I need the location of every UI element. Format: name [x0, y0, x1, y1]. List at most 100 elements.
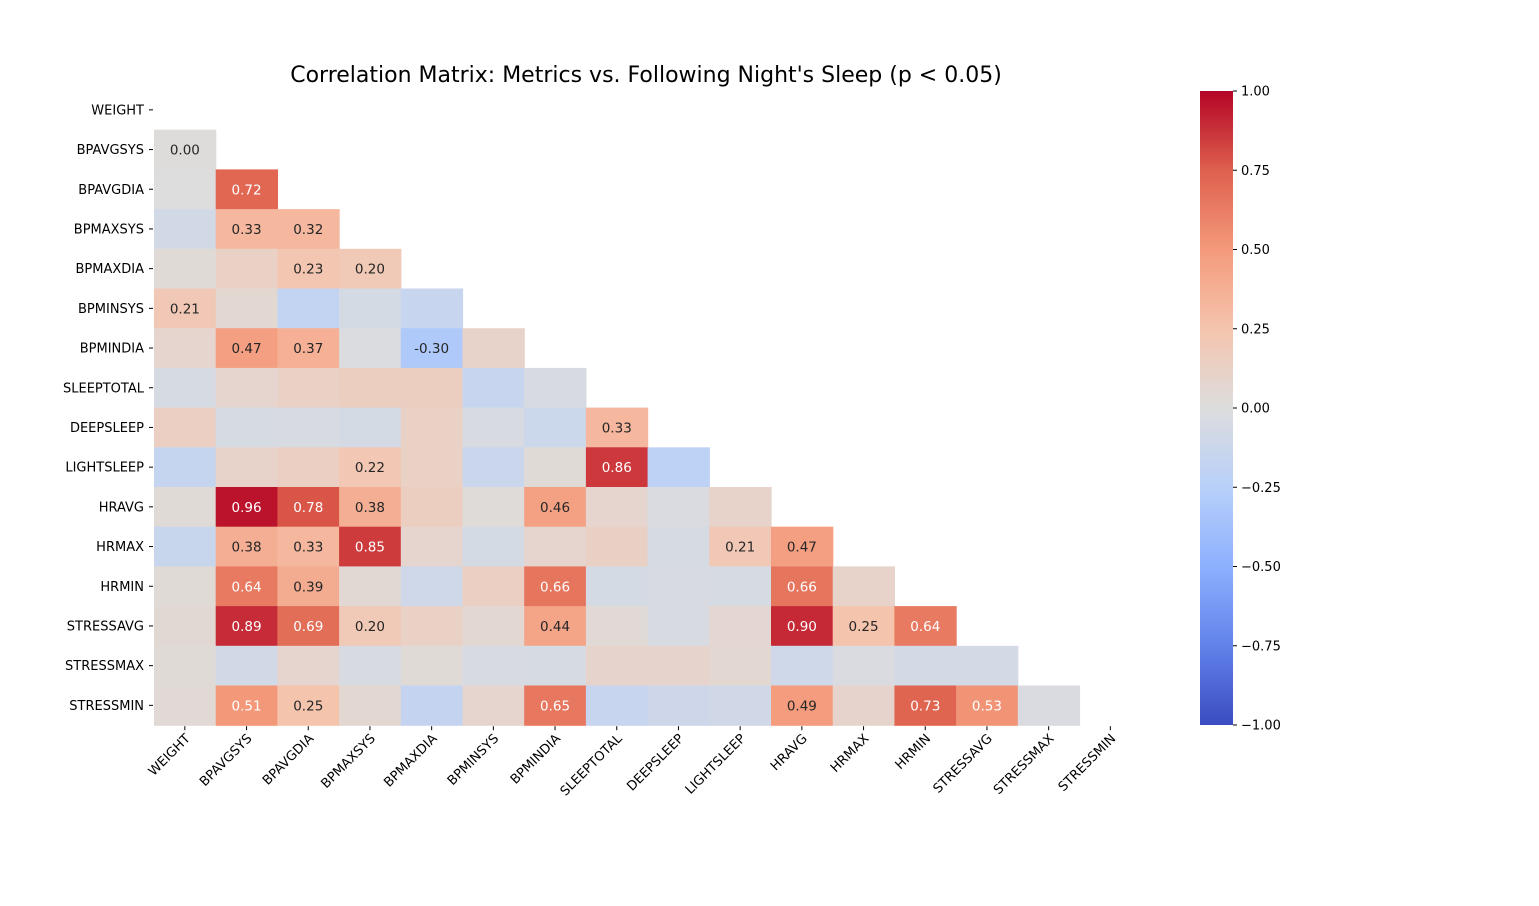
heatmap-cell — [647, 526, 710, 567]
colorbar-tick-label: −0.25 — [1241, 481, 1281, 496]
heatmap-cell — [339, 526, 402, 567]
heatmap-cell — [771, 526, 834, 567]
y-tick-label: STRESSAVG — [67, 619, 144, 634]
heatmap-cell — [277, 447, 340, 488]
heatmap-cell — [956, 645, 1019, 687]
cell-value-label: 0.51 — [232, 698, 262, 714]
y-tick-label: BPMAXDIA — [75, 262, 144, 277]
heatmap-cell — [400, 367, 464, 409]
heatmap-cell — [462, 566, 525, 607]
x-tick-label: HRAVG — [768, 731, 811, 774]
colorbar: 1.00 0.75 0.50 0.25 0.00 −0.25 −0.50 −0.75 −1.00 — [1200, 85, 1281, 734]
colorbar-tick-label: 0.75 — [1241, 164, 1270, 179]
cell-value-label: 0.21 — [170, 301, 200, 317]
heatmap-cell — [400, 606, 464, 647]
heatmap-cell — [647, 645, 710, 687]
heatmap-cell — [709, 526, 772, 567]
heatmap-cell — [709, 566, 772, 607]
cell-value-label: 0.47 — [787, 540, 817, 556]
heatmap-cell — [647, 487, 710, 528]
cell-value-label: 0.78 — [293, 500, 323, 516]
y-tick-label: BPAVGDIA — [78, 183, 144, 198]
x-tick-label: WEIGHT — [146, 731, 194, 779]
cell-value-label: 0.73 — [910, 698, 940, 714]
y-tick-label: DEEPSLEEP — [70, 421, 144, 436]
heatmap-cell — [462, 328, 525, 369]
cell-value-label: 0.65 — [540, 698, 570, 714]
cell-value-label: 0.21 — [725, 540, 755, 556]
cell-value-label: 0.22 — [355, 460, 385, 476]
x-tick-label: HRMIN — [893, 731, 934, 772]
cell-value-label: 0.66 — [787, 579, 817, 595]
colorbar-tick-label: −0.50 — [1241, 560, 1281, 575]
x-tick-label: DEEPSLEEP — [624, 731, 687, 794]
heatmap-cell — [462, 487, 525, 528]
x-tick-label: BPMAXDIA — [381, 731, 440, 790]
x-tick-labels: WEIGHT BPAVGSYS BPAVGDIA BPMAXSYS BPMAXDIA BP… — [146, 726, 1119, 799]
heatmap-cell — [215, 566, 278, 607]
heatmap-cell — [215, 248, 278, 290]
cell-value-label: 0.90 — [787, 619, 817, 635]
cell-value-label: 0.38 — [232, 540, 262, 556]
y-tick-label: BPAVGSYS — [77, 143, 144, 158]
heatmap-cell — [709, 685, 772, 726]
x-tick-label: BPAVGSYS — [197, 731, 255, 789]
heatmap-cell — [956, 685, 1019, 726]
y-tick-label: BPMINSYS — [78, 302, 144, 317]
heatmap-cell — [524, 447, 587, 488]
heatmap-cell — [339, 606, 402, 647]
heatmap-cell — [462, 685, 525, 726]
heatmap-cell — [400, 685, 464, 726]
heatmap-cell — [647, 685, 710, 726]
cell-value-label: -0.30 — [414, 341, 449, 357]
heatmap-cell — [709, 487, 772, 528]
heatmap-cell — [462, 447, 525, 488]
x-tick-label: BPMINSYS — [445, 731, 502, 788]
heatmap-cell — [585, 566, 649, 607]
heatmap-cell — [524, 606, 587, 647]
colorbar-tick-label: 1.00 — [1241, 85, 1270, 100]
heatmap-cell — [400, 566, 464, 607]
heatmap-cell — [339, 685, 402, 726]
y-tick-label: BPMINDIA — [80, 342, 144, 357]
heatmap-cell — [832, 685, 895, 726]
heatmap-cell — [585, 407, 649, 448]
cell-value-label: 0.33 — [293, 540, 323, 556]
cell-value-label: 0.69 — [293, 619, 323, 635]
heatmap-cell — [339, 487, 402, 528]
cell-value-label: 0.20 — [355, 619, 385, 635]
heatmap-cell — [339, 447, 402, 488]
heatmap-cell — [585, 487, 649, 528]
heatmap-cell — [277, 407, 340, 448]
cell-value-label: 0.72 — [232, 182, 262, 198]
heatmap-cell — [277, 288, 340, 329]
heatmap-cell — [154, 169, 217, 210]
heatmap-cell — [154, 487, 217, 528]
cell-value-label: 0.38 — [355, 500, 385, 516]
heatmap-cell — [647, 447, 710, 488]
heatmap-cell — [647, 606, 710, 647]
cell-value-label: 0.23 — [293, 262, 323, 278]
x-tick-label: STRESSMIN — [1056, 731, 1119, 794]
heatmap-cell — [894, 645, 957, 687]
heatmap-cell — [154, 447, 217, 488]
cell-value-label: 0.46 — [540, 500, 570, 516]
heatmap-cell — [585, 645, 649, 687]
cell-value-label: 0.47 — [232, 341, 262, 357]
heatmap-cell — [709, 606, 772, 647]
y-tick-label: HRMAX — [96, 540, 144, 555]
heatmap-cell — [277, 645, 340, 687]
heatmap-cell — [462, 407, 525, 448]
heatmap-cell — [585, 447, 649, 488]
heatmap-cell — [154, 685, 217, 726]
colorbar-tick-label: −0.75 — [1241, 639, 1281, 654]
heatmap-cell — [585, 526, 649, 567]
cell-value-label: 0.37 — [293, 341, 323, 357]
cell-value-label: 0.39 — [293, 579, 323, 595]
heatmap-cell — [154, 367, 217, 409]
heatmap-cell — [215, 209, 278, 250]
heatmap-cell — [771, 606, 834, 647]
heatmap-cell — [709, 645, 772, 687]
heatmap-cell — [585, 606, 649, 647]
heatmap-cell — [585, 685, 649, 726]
